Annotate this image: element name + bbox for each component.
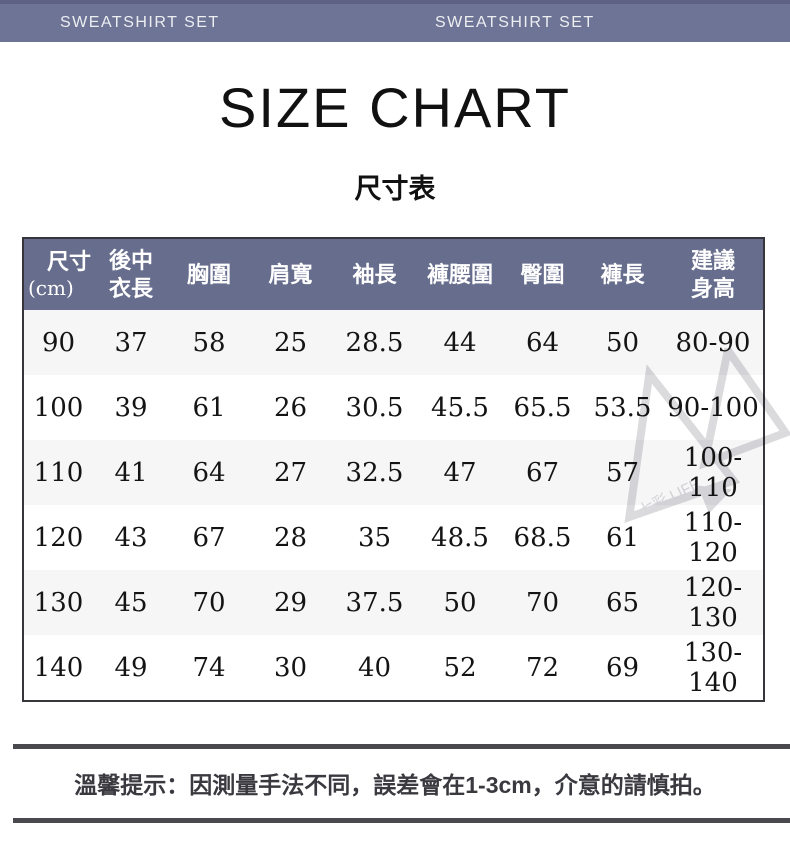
size-cell: 43 bbox=[93, 505, 169, 570]
size-cell: 29 bbox=[249, 570, 332, 635]
size-cell: 37.5 bbox=[332, 570, 417, 635]
column-header: 褲腰圍 bbox=[417, 238, 503, 310]
page-subtitle: 尺寸表 bbox=[354, 174, 436, 204]
size-cell: 47 bbox=[417, 440, 503, 505]
size-cell: 67 bbox=[169, 505, 249, 570]
size-cell: 50 bbox=[417, 570, 503, 635]
size-cell: 69 bbox=[582, 635, 663, 701]
size-cell: 110 bbox=[23, 440, 93, 505]
measurement-note: 溫馨提示：因測量手法不同，誤差會在1-3cm，介意的請慎拍。 bbox=[74, 772, 716, 798]
size-cell: 26 bbox=[249, 375, 332, 440]
size-cell: 28.5 bbox=[332, 310, 417, 375]
size-cell: 57 bbox=[582, 440, 663, 505]
size-cell: 120 bbox=[23, 505, 93, 570]
size-cell: 120-130 bbox=[663, 570, 764, 635]
size-cell: 25 bbox=[249, 310, 332, 375]
size-row: 130 45 70 29 37.5 50 70 65 120-130 bbox=[23, 570, 764, 635]
size-cell: 41 bbox=[93, 440, 169, 505]
size-cell: 74 bbox=[169, 635, 249, 701]
size-cell: 45.5 bbox=[417, 375, 503, 440]
size-cell: 90-100 bbox=[663, 375, 764, 440]
note-divider-bottom bbox=[13, 818, 790, 823]
size-cell: 32.5 bbox=[332, 440, 417, 505]
column-header: 臀圍 bbox=[503, 238, 582, 310]
size-cell: 49 bbox=[93, 635, 169, 701]
size-cell: 58 bbox=[169, 310, 249, 375]
size-cell: 64 bbox=[169, 440, 249, 505]
size-cell: 45 bbox=[93, 570, 169, 635]
size-cell: 110-120 bbox=[663, 505, 764, 570]
size-cell: 27 bbox=[249, 440, 332, 505]
column-header: 肩寬 bbox=[249, 238, 332, 310]
column-header: 褲長 bbox=[582, 238, 663, 310]
size-cell: 130-140 bbox=[663, 635, 764, 701]
size-cell: 64 bbox=[503, 310, 582, 375]
note-divider-top bbox=[13, 744, 790, 749]
column-header: 胸圍 bbox=[169, 238, 249, 310]
column-header: 尺寸 (cm) bbox=[23, 238, 93, 310]
size-table-header-row: 尺寸 (cm) 後中 衣長 胸圍 肩寬 袖長 褲腰圍 臀圍 褲長 建議 身高 bbox=[23, 238, 764, 310]
size-cell: 100 bbox=[23, 375, 93, 440]
size-cell: 35 bbox=[332, 505, 417, 570]
size-row: 90 37 58 25 28.5 44 64 50 80-90 bbox=[23, 310, 764, 375]
size-cell: 72 bbox=[503, 635, 582, 701]
size-cell: 90 bbox=[23, 310, 93, 375]
size-cell: 65 bbox=[582, 570, 663, 635]
size-cell: 50 bbox=[582, 310, 663, 375]
top-banner: SWEATSHIRT SET SWEATSHIRT SET bbox=[0, 0, 790, 42]
size-cell: 68.5 bbox=[503, 505, 582, 570]
brand-label-right: SWEATSHIRT SET bbox=[435, 14, 595, 31]
size-cell: 70 bbox=[503, 570, 582, 635]
size-cell: 37 bbox=[93, 310, 169, 375]
size-cell: 130 bbox=[23, 570, 93, 635]
size-table-body: 90 37 58 25 28.5 44 64 50 80-90 100 39 61 26 30.5 45.5… bbox=[23, 310, 764, 701]
size-cell: 80-90 bbox=[663, 310, 764, 375]
size-cell: 30 bbox=[249, 635, 332, 701]
size-cell: 30.5 bbox=[332, 375, 417, 440]
size-cell: 67 bbox=[503, 440, 582, 505]
size-cell: 52 bbox=[417, 635, 503, 701]
size-row: 140 49 74 30 40 52 72 69 130-140 bbox=[23, 635, 764, 701]
size-table: 尺寸 (cm) 後中 衣長 胸圍 肩寬 袖長 褲腰圍 臀圍 褲長 建議 身高 90 37 58 25 28.5… bbox=[22, 237, 765, 702]
page-title: SIZE CHART bbox=[219, 76, 571, 139]
size-cell: 61 bbox=[169, 375, 249, 440]
size-cell: 65.5 bbox=[503, 375, 582, 440]
size-cell: 61 bbox=[582, 505, 663, 570]
size-cell: 53.5 bbox=[582, 375, 663, 440]
size-row: 110 41 64 27 32.5 47 67 57 100-110 bbox=[23, 440, 764, 505]
size-row: 100 39 61 26 30.5 45.5 65.5 53.5 90-100 bbox=[23, 375, 764, 440]
size-cell: 70 bbox=[169, 570, 249, 635]
size-cell: 48.5 bbox=[417, 505, 503, 570]
column-header: 袖長 bbox=[332, 238, 417, 310]
size-cell: 40 bbox=[332, 635, 417, 701]
column-header: 建議 身高 bbox=[663, 238, 764, 310]
size-cell: 100-110 bbox=[663, 440, 764, 505]
size-cell: 44 bbox=[417, 310, 503, 375]
column-header: 後中 衣長 bbox=[93, 238, 169, 310]
size-cell: 28 bbox=[249, 505, 332, 570]
brand-label-left: SWEATSHIRT SET bbox=[60, 14, 220, 31]
size-cell: 39 bbox=[93, 375, 169, 440]
size-cell: 140 bbox=[23, 635, 93, 701]
size-row: 120 43 67 28 35 48.5 68.5 61 110-120 bbox=[23, 505, 764, 570]
